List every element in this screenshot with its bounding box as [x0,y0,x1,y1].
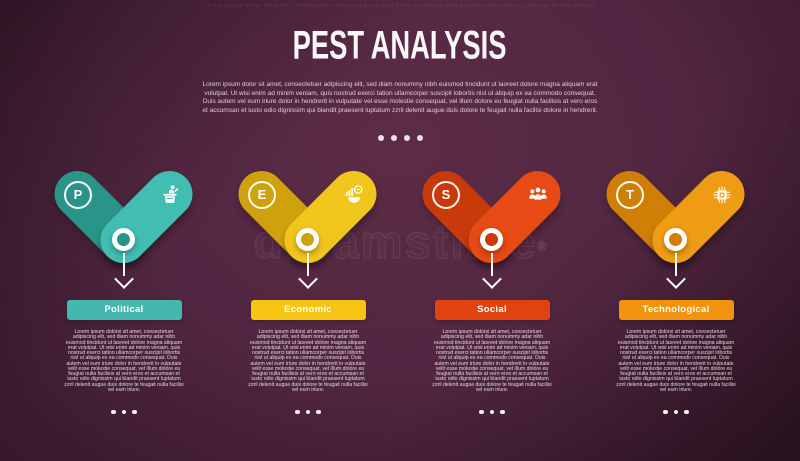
letter-badge-text: T [626,187,634,202]
pest-column: P Political Lorem ipsum dolorsi sit amet… [32,160,216,419]
letter-badge-text: E [257,187,267,202]
page-title-text: PEST ANALYSIS [293,24,507,68]
arrow-line [123,253,125,276]
v-arrow-graphic: P [32,160,216,300]
column-body-text: Lorem ipsum dolorsi sit amet, consectetu… [616,329,736,393]
v-arrow-graphic: E [216,160,400,300]
letter-badge: S [432,181,460,209]
letter-badge: T [616,181,644,209]
header: PEST ANALYSIS Lorem ipsum dolor sit amet… [0,0,800,146]
arrow-down-icon [298,269,318,289]
arrow-down-icon [666,269,686,289]
category-label: Technological [618,300,734,320]
column-dots [400,401,584,419]
arrow-down-icon [482,269,502,289]
category-label: Political [66,300,182,320]
page-title: PEST ANALYSIS [0,24,800,68]
columns: P Political Lorem ipsum dolorsi sit amet… [32,160,768,419]
letter-badge-text: P [73,187,83,202]
category-label: Social [434,300,550,320]
v-arrow-graphic: T [584,160,768,300]
vertex-ring-icon [480,228,503,251]
category-label: Economic [250,300,366,320]
arrow-down-icon [114,269,134,289]
letter-badge: P [64,181,92,209]
arrow-line [491,253,493,276]
vertex-ring-icon [112,228,135,251]
column-body-text: Lorem ipsum dolorsi sit amet, consectetu… [64,329,184,393]
v-arrow-graphic: S [400,160,584,300]
people-group-icon [527,184,549,206]
header-description: Lorem ipsum dolor sit amet, consectetuer… [202,81,598,114]
vertex-ring-icon [296,228,319,251]
letter-badge: E [248,181,276,209]
top-watermark-text: lorem ipsum dolor sit amet consectetuer … [205,3,595,9]
podium-speaker-icon [159,184,181,206]
economy-growth-icon [343,184,365,206]
pest-column: T Technological Lorem ipsum dolorsi sit … [584,160,768,419]
column-dots [216,401,400,419]
letter-badge-text: S [441,187,451,202]
header-dots [0,128,800,146]
pest-column: S Social Lorem ipsum dolorsi sit amet, c… [400,160,584,419]
column-dots [32,401,216,419]
cpu-chip-icon [711,184,733,206]
vertex-ring-icon [664,228,687,251]
pest-column: E Economic Lorem ipsum dolorsi sit amet,… [216,160,400,419]
column-dots [584,401,768,419]
arrow-line [307,253,309,276]
column-body-text: Lorem ipsum dolorsi sit amet, consectetu… [248,329,368,393]
arrow-line [675,253,677,276]
column-body-text: Lorem ipsum dolorsi sit amet, consectetu… [432,329,552,393]
